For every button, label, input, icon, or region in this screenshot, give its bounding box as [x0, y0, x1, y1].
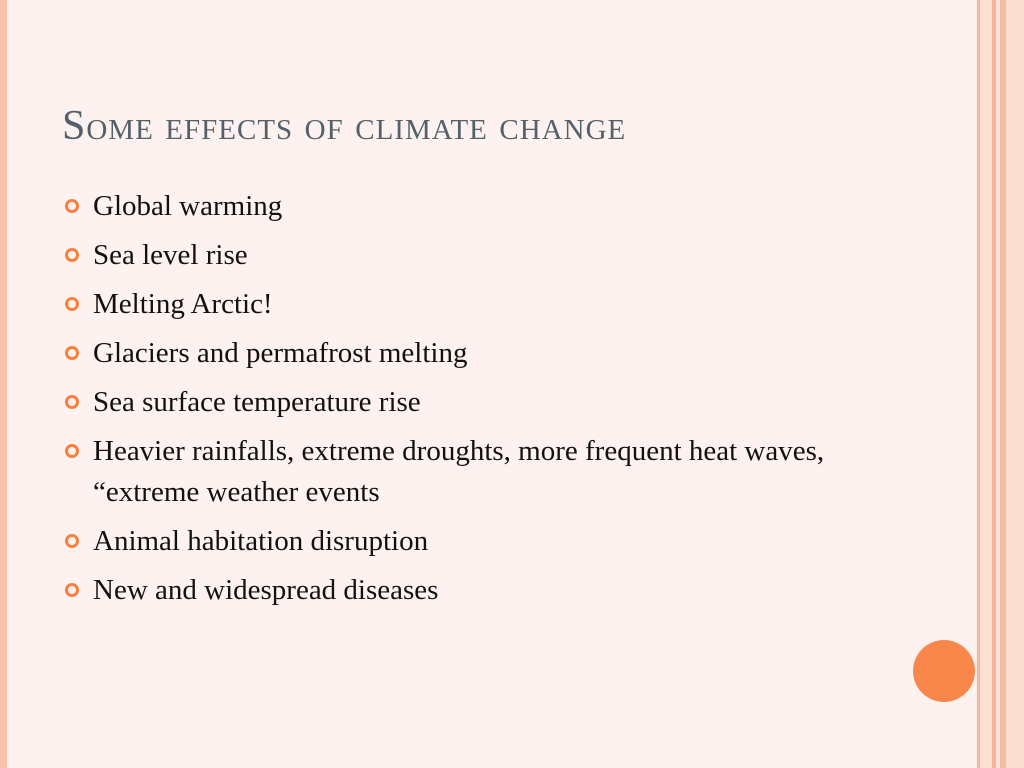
bullet-item: New and widespread diseases [62, 570, 922, 611]
border-stripe [1000, 0, 1006, 768]
bullet-list: Global warming Sea level rise Melting Ar… [62, 186, 922, 619]
ring-bullet-icon [65, 199, 79, 213]
border-stripe [980, 0, 992, 768]
bullet-text: Sea surface temperature rise [93, 386, 421, 418]
bullet-text: Sea level rise [93, 239, 248, 271]
left-border-stripe [0, 0, 7, 768]
border-stripe [996, 0, 1000, 768]
right-border-stripes [977, 0, 1024, 768]
bullet-text: Glaciers and permafrost melting [93, 337, 468, 369]
border-stripe [977, 0, 980, 768]
bullet-text: Global warming [93, 190, 283, 222]
slide-title: Some effects of climate change [62, 103, 627, 149]
ring-bullet-icon [65, 346, 79, 360]
decorative-circle [913, 640, 975, 702]
border-stripe [1006, 0, 1024, 768]
bullet-text: New and widespread diseases [93, 574, 439, 606]
ring-bullet-icon [65, 444, 79, 458]
ring-bullet-icon [65, 395, 79, 409]
border-stripe [992, 0, 996, 768]
ring-bullet-icon [65, 534, 79, 548]
bullet-text: Heavier rainfalls, extreme droughts, mor… [93, 435, 825, 508]
ring-bullet-icon [65, 248, 79, 262]
bullet-item: Global warming [62, 186, 922, 227]
ring-bullet-icon [65, 583, 79, 597]
bullet-item: Heavier rainfalls, extreme droughts, mor… [62, 431, 922, 513]
bullet-item: Animal habitation disruption [62, 521, 922, 562]
bullet-item: Sea surface temperature rise [62, 382, 922, 423]
bullet-item: Melting Arctic! [62, 284, 922, 325]
ring-bullet-icon [65, 297, 79, 311]
bullet-text: Melting Arctic! [93, 288, 273, 320]
bullet-item: Glaciers and permafrost melting [62, 333, 922, 374]
bullet-text: Animal habitation disruption [93, 525, 429, 557]
bullet-item: Sea level rise [62, 235, 922, 276]
